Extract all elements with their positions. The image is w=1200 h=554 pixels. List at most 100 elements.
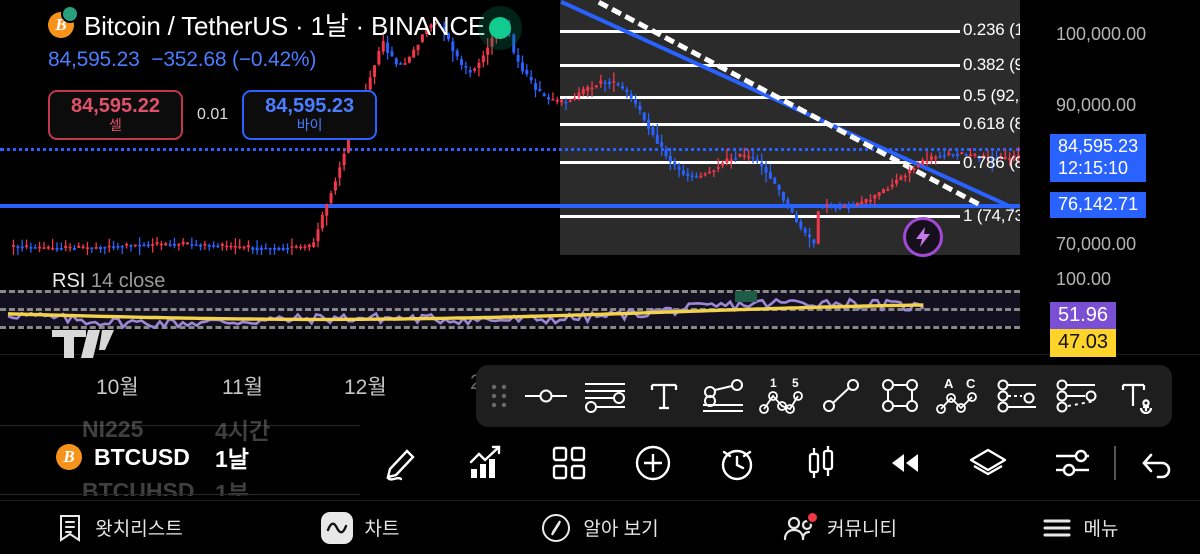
rsi-value-badge: 51.96	[1050, 302, 1117, 330]
settings-button[interactable]	[1030, 430, 1114, 496]
x-label-dec: 12월	[344, 376, 387, 399]
last-price: 84,595.23	[48, 48, 140, 71]
indicators-button[interactable]	[444, 430, 528, 496]
market-open-dot-icon	[478, 6, 522, 50]
alerts-button[interactable]	[695, 430, 779, 496]
rsi-legend[interactable]: RSI 14 close	[52, 270, 165, 293]
community-badge	[806, 510, 820, 524]
price-summary: 84,595.23 −352.68 (−0.42%)	[48, 48, 485, 72]
nav-label-community: 커뮤니티	[827, 519, 897, 540]
compass-icon	[541, 513, 571, 543]
abc-pattern-tool[interactable]: A C	[930, 365, 989, 427]
level-price-badge: 76,142.71	[1050, 192, 1147, 218]
buy-label: 바이	[296, 117, 323, 134]
gann-box-tool[interactable]	[1048, 365, 1107, 427]
price-scale[interactable]: 100,000.00 90,000.00 80,000.00 70,000.00…	[1020, 0, 1200, 262]
svg-text:1: 1	[770, 376, 777, 390]
rsi-params: 14 close	[90, 270, 166, 292]
pitchfork-tool[interactable]	[693, 365, 752, 427]
picker-selected-symbol: BTCUSD	[94, 443, 190, 470]
toolbar-divider	[1114, 446, 1117, 480]
horizontal-support-line[interactable]	[0, 204, 1020, 208]
rsi-ma-value-badge: 47.03	[1050, 329, 1117, 357]
picker-above-symbol: NI225	[82, 415, 144, 442]
rsi-lower-dash-line	[0, 326, 1020, 329]
price-change: −352.68 (−0.42%)	[151, 48, 317, 71]
svg-text:C: C	[966, 376, 976, 391]
rsi-tick-100: 100.00	[1056, 269, 1112, 289]
fib-line-1	[560, 215, 960, 218]
picker-below-symbol: BTCUHSD	[82, 477, 195, 497]
trend-line-tool[interactable]	[811, 365, 870, 427]
layouts-button[interactable]	[528, 430, 612, 496]
buy-button[interactable]: 84,595.23 바이	[242, 90, 378, 140]
fib-retracement-zone[interactable]	[560, 0, 1020, 255]
chart-icon	[320, 511, 353, 544]
rsi-scale: 100.00 51.96 47.03	[1020, 262, 1200, 357]
spread-value: 0.01	[197, 106, 229, 123]
picker-row-selected[interactable]: B BTCUSD 1날	[0, 440, 360, 474]
fib-line-05	[560, 96, 960, 99]
draw-button[interactable]	[360, 430, 444, 496]
symbol-timeframe-picker[interactable]: NI225 4시간 B BTCUSD 1날 BTCUHSD 1분	[0, 412, 360, 496]
layers-button[interactable]	[947, 430, 1031, 496]
x-label-year: 2	[470, 371, 482, 395]
current-price-line	[0, 148, 1020, 151]
x-label-nov: 11월	[222, 376, 264, 399]
rsi-upper-dash-line	[0, 290, 1020, 293]
rsi-series	[7, 291, 925, 330]
picker-row-below[interactable]: BTCUHSD 1분	[0, 474, 360, 497]
x-label-oct: 10월	[96, 376, 139, 399]
sell-label: 셀	[109, 117, 122, 134]
picker-selected-timeframe: 1날	[215, 446, 249, 472]
lightning-bolt-icon[interactable]	[903, 217, 943, 257]
text-tool[interactable]	[634, 365, 693, 427]
page-title[interactable]: Bitcoin / TetherUS · 1날 · BINANCE	[84, 11, 486, 41]
nav-label-menu: 메뉴	[1083, 519, 1119, 540]
tether-icon	[61, 4, 79, 23]
last-price-badge-time: 12:15:10	[1058, 157, 1129, 178]
price-tick-70000: 70,000.00	[1056, 234, 1137, 254]
rectangle-tool[interactable]	[871, 365, 930, 427]
bitcoin-icon: B	[56, 444, 82, 470]
svg-text:A: A	[944, 376, 954, 391]
last-price-badge-price: 84,595.23	[1058, 136, 1139, 156]
bitcoin-icon: B	[48, 4, 79, 38]
nav-label-watchlist: 왓치리스트	[95, 519, 183, 540]
fib-line-0786	[560, 161, 960, 164]
rsi-name: RSI	[52, 270, 86, 292]
chart-header: B Bitcoin / TetherUS · 1날 · BINANCE 84,5…	[48, 4, 486, 72]
hamburger-icon	[1042, 517, 1072, 539]
svg-text:5: 5	[792, 376, 799, 390]
price-chart-pane[interactable]	[0, 0, 1200, 262]
fib-line-0382	[560, 64, 960, 67]
drag-handle-dots-icon[interactable]	[482, 365, 516, 427]
price-tick-100000: 100,000.00	[1056, 24, 1147, 44]
nav-item-watchlist[interactable]: 왓치리스트	[0, 513, 240, 543]
nav-item-menu[interactable]: 메뉴	[960, 514, 1200, 541]
people-icon	[783, 510, 820, 542]
nav-item-community[interactable]: 커뮤니티	[720, 510, 960, 542]
fib-line-0618	[560, 123, 960, 126]
horizontal-line-tool[interactable]	[516, 365, 575, 427]
drawing-toolbar[interactable]: 1 5 A	[476, 365, 1172, 427]
nav-item-learn[interactable]: 알아 보기	[480, 513, 720, 543]
anchored-text-tool[interactable]	[1107, 365, 1166, 427]
chart-action-bar	[360, 430, 1200, 496]
picker-row-above[interactable]: NI225 4시간	[0, 412, 360, 446]
replay-button[interactable]	[863, 430, 947, 496]
elliott-wave-tool[interactable]: 1 5	[752, 365, 811, 427]
parallel-channel-tool[interactable]	[575, 365, 634, 427]
watchlist-icon	[57, 513, 83, 543]
picker-below-timeframe: 1분	[215, 480, 249, 496]
chart-type-button[interactable]	[779, 430, 863, 496]
sell-button[interactable]: 84,595.22 셀	[48, 90, 183, 140]
nav-label-learn: 알아 보기	[583, 519, 659, 540]
nav-item-chart[interactable]: 차트	[240, 511, 480, 544]
fib-retracement-tool[interactable]	[989, 365, 1048, 427]
rsi-pane[interactable]	[0, 262, 1020, 354]
add-button[interactable]	[611, 430, 695, 496]
price-tick-90000: 90,000.00	[1056, 95, 1137, 115]
undo-button[interactable]	[1116, 430, 1200, 496]
